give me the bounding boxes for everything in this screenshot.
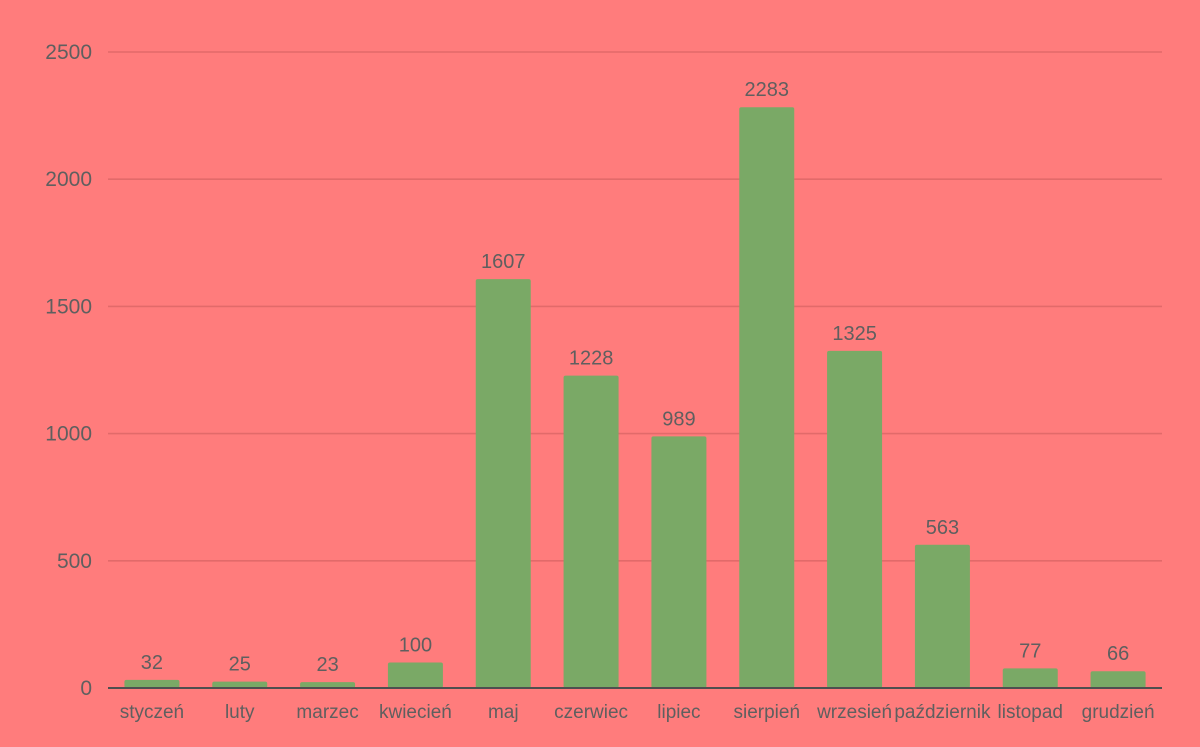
x-tick-label: grudzień xyxy=(1082,702,1155,723)
y-tick-label: 500 xyxy=(57,550,92,573)
bar-2 xyxy=(212,681,268,688)
x-tick-label: lipiec xyxy=(657,702,700,723)
bars xyxy=(124,107,1146,688)
data-labels: 32 25 23 100 1607 1228 989 2283 1325 563 77 66 xyxy=(141,79,1129,676)
y-tick-label: 2500 xyxy=(45,41,92,64)
x-tick-label: maj xyxy=(488,702,519,723)
data-label: 1228 xyxy=(569,348,614,370)
x-tick-label: styczeń xyxy=(120,702,184,723)
data-label: 32 xyxy=(141,652,163,674)
x-tick-label: wrzesień xyxy=(816,702,892,723)
data-label: 989 xyxy=(662,408,695,430)
data-label: 25 xyxy=(229,654,251,676)
y-tick-label: 1000 xyxy=(45,423,92,446)
x-tick-label: sierpień xyxy=(733,702,800,723)
x-tick-label: październik xyxy=(894,702,991,723)
y-tick-label: 2000 xyxy=(45,168,92,191)
bar-9 xyxy=(827,350,883,688)
bar-3 xyxy=(300,682,356,688)
bar-5 xyxy=(475,279,531,688)
data-label: 77 xyxy=(1019,640,1041,662)
x-tick-label: czerwiec xyxy=(554,702,628,723)
data-label: 23 xyxy=(316,654,338,676)
x-tick-label: marzec xyxy=(296,702,358,723)
x-tick-label: luty xyxy=(225,702,255,723)
data-label: 563 xyxy=(926,517,959,539)
gridlines xyxy=(108,51,1162,562)
bar-4 xyxy=(387,662,443,688)
data-label: 1607 xyxy=(481,251,526,273)
bar-10 xyxy=(914,544,970,688)
bar-8 xyxy=(739,107,795,688)
x-tick-label: kwiecień xyxy=(379,702,452,723)
data-label: 66 xyxy=(1107,643,1129,665)
category-labels: styczeń luty marzec kwiecień maj czerwiec lipi… xyxy=(120,702,1155,723)
y-tick-label: 1500 xyxy=(45,295,92,318)
bar-1 xyxy=(124,679,180,688)
y-axis-ticks: 0 500 1000 1500 2000 2500 xyxy=(45,41,92,700)
bar-11 xyxy=(1002,668,1058,688)
data-label: 2283 xyxy=(745,79,790,101)
bar-12 xyxy=(1090,671,1146,688)
x-tick-label: listopad xyxy=(998,702,1064,723)
bar-6 xyxy=(563,375,619,688)
y-tick-label: 0 xyxy=(80,677,92,700)
bar-7 xyxy=(651,436,707,688)
data-label: 100 xyxy=(399,635,432,657)
data-label: 1325 xyxy=(832,323,877,345)
